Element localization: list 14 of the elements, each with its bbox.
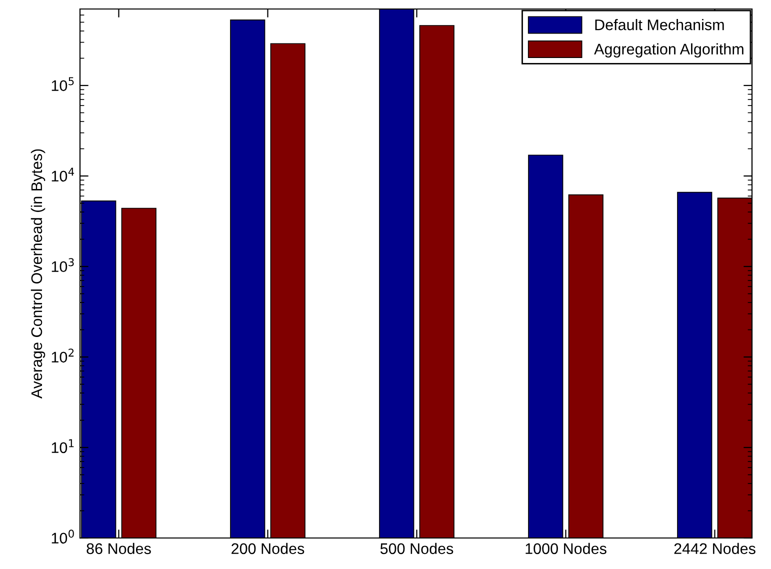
- y-tick-label: 10$^{4}$: [52, 168, 74, 182]
- y-tick-label: 10$^{2}$: [52, 348, 74, 363]
- x-tick-label: 1000 Nodes: [526, 542, 606, 554]
- y-tick-label: 10$^{5}$: [52, 77, 74, 92]
- x-tick-label: 500 Nodes: [380, 542, 454, 554]
- legend-label: Default Mechanism: [595, 19, 724, 30]
- y-tick-label: 10$^{3}$: [52, 258, 74, 272]
- x-tick-label: 2442 Nodes: [674, 542, 756, 554]
- x-tick-label: 200 Nodes: [232, 542, 304, 554]
- y-tick-label: 10$^{0}$: [52, 530, 74, 544]
- x-tick-label: 86 Nodes: [86, 542, 151, 554]
- y-tick-label: 10$^{1}$: [52, 439, 74, 454]
- y-axis-title: Average Control Overhead (in Bytes): [30, 149, 46, 399]
- legend-label: Aggregation Algorithm: [594, 43, 744, 58]
